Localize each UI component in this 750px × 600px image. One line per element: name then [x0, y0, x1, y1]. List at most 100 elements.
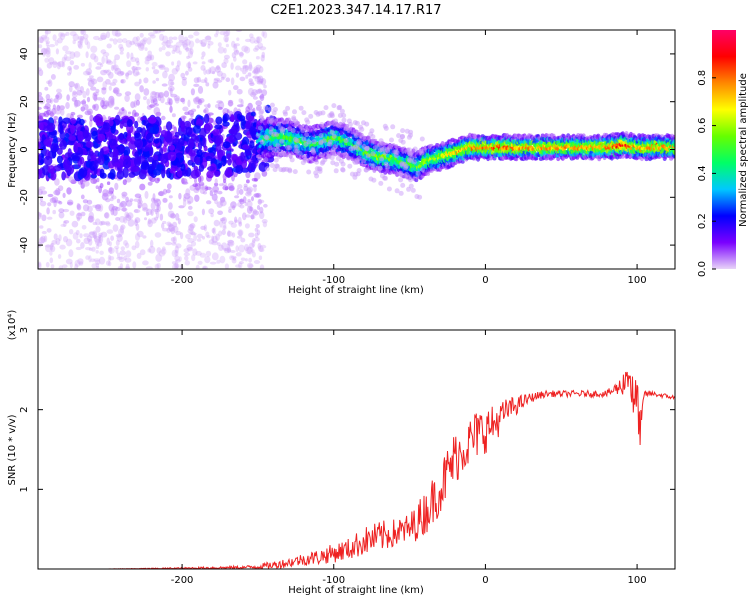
heat-blob	[68, 135, 77, 141]
heat-speckle	[198, 98, 205, 103]
heat-speckle	[247, 87, 255, 96]
heat-speckle	[144, 190, 149, 199]
heat-speckle	[143, 88, 150, 96]
heat-blob	[58, 116, 63, 126]
heat-speckle	[111, 64, 115, 71]
heat-speckle	[39, 236, 45, 244]
heat-speckle	[80, 30, 87, 36]
heat-speckle	[157, 94, 162, 102]
heat-speckle	[193, 77, 200, 84]
heat-speckle	[221, 242, 228, 250]
heat-speckle	[214, 178, 218, 185]
heat-speckle	[60, 223, 66, 227]
heat-speckle	[247, 262, 253, 269]
heat-speckle	[125, 176, 132, 183]
heat-speckle	[172, 44, 178, 52]
heat-speckle	[171, 249, 178, 258]
heat-speckle	[65, 102, 70, 109]
heat-speckle	[187, 67, 193, 72]
heat-speckle	[234, 43, 240, 47]
heat-speckle	[197, 99, 203, 106]
heat-speckle	[221, 229, 226, 236]
heat-speckle	[151, 66, 156, 70]
heat-speckle	[157, 91, 165, 99]
heat-speckle	[190, 88, 195, 96]
heat-blob	[117, 145, 125, 153]
heat-speckle	[82, 70, 90, 76]
heat-speckle	[223, 30, 230, 37]
heat-speckle	[206, 200, 212, 205]
heat-speckle	[251, 240, 256, 248]
heat-blob	[172, 138, 181, 145]
heat-speckle	[188, 34, 194, 39]
heat-speckle	[226, 246, 231, 254]
heat-speckle	[198, 181, 205, 186]
heat-blob	[152, 154, 159, 161]
heat-speckle	[194, 178, 197, 184]
heat-speckle	[251, 177, 258, 182]
heat-speckle	[174, 255, 180, 262]
heat-speckle	[71, 97, 77, 102]
heat-speckle	[184, 39, 191, 46]
heat-speckle	[77, 40, 82, 48]
heat-speckle	[161, 246, 166, 252]
heat-speckle	[149, 95, 154, 101]
heat-speckle	[168, 36, 174, 41]
heat-speckle	[79, 86, 85, 93]
heat-speckle	[122, 179, 127, 186]
heat-speckle	[249, 82, 255, 86]
heat-blob	[89, 151, 94, 157]
heat-blob	[39, 122, 44, 131]
heat-speckle	[239, 51, 244, 58]
heat-blob	[59, 139, 67, 150]
heat-speckle	[79, 37, 84, 46]
heat-speckle	[127, 70, 133, 76]
heat-speckle	[103, 100, 110, 107]
heat-speckle	[191, 254, 196, 262]
heat-ridge	[556, 156, 561, 162]
heat-speckle	[102, 81, 107, 89]
heat-blob	[134, 139, 142, 148]
heat-speckle	[100, 32, 107, 40]
heat-speckle	[217, 42, 222, 47]
heat-speckle	[125, 40, 132, 48]
heat-speckle	[154, 91, 161, 99]
heat-speckle	[67, 65, 72, 71]
heat-speckle	[235, 245, 239, 253]
heat-blob	[126, 135, 132, 142]
heat-speckle	[127, 219, 135, 227]
heat-speckle	[85, 68, 93, 75]
heat-speckle	[259, 66, 264, 73]
heat-speckle	[41, 48, 48, 55]
heat-speckle	[175, 41, 182, 48]
heat-speckle	[230, 77, 235, 86]
heat-speckle	[262, 31, 268, 39]
heat-speckle	[162, 227, 169, 232]
heat-speckle	[248, 257, 253, 263]
heat-blob	[199, 127, 207, 138]
heat-speckle	[248, 264, 254, 268]
heat-speckle	[95, 250, 99, 254]
heat-speckle	[135, 99, 140, 106]
heat-speckle	[224, 37, 229, 43]
heat-speckle	[95, 204, 102, 212]
heat-speckle	[233, 43, 238, 49]
heat-speckle	[134, 219, 138, 227]
heat-speckle	[52, 104, 57, 110]
heat-speckle	[197, 260, 203, 265]
heat-speckle	[61, 62, 66, 68]
heat-speckle	[174, 97, 180, 104]
heat-speckle	[85, 51, 89, 59]
heat-speckle	[120, 79, 124, 84]
heat-speckle	[134, 81, 141, 87]
heat-speckle	[214, 198, 218, 205]
heat-speckle	[133, 209, 141, 214]
heat-speckle	[197, 98, 202, 104]
heat-speckle	[88, 215, 95, 223]
heat-speckle	[131, 245, 137, 251]
heat-speckle	[224, 263, 229, 269]
heat-speckle	[234, 219, 239, 223]
heat-speckle	[93, 236, 101, 243]
heat-speckle	[257, 76, 262, 82]
heat-speckle	[259, 95, 264, 99]
